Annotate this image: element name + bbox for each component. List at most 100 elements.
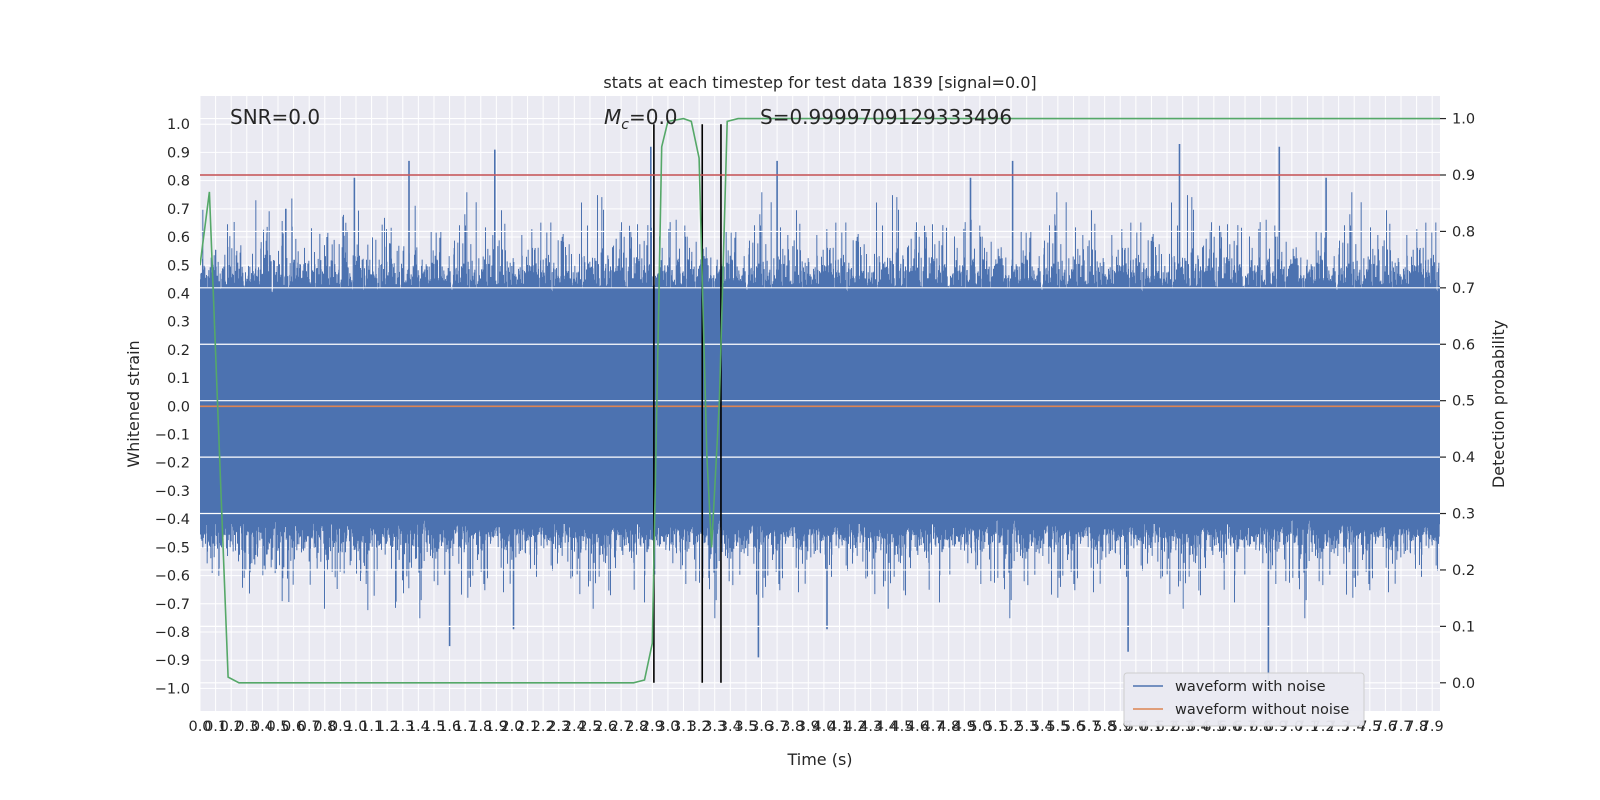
y-tick-label: 0.1 — [167, 371, 190, 387]
x-tick-label: 2.1 — [516, 719, 539, 735]
x-tick-label: 3.1 — [672, 719, 695, 735]
x-tick-label: 4.2 — [844, 719, 867, 735]
chart-title: stats at each timestep for test data 183… — [603, 73, 1036, 92]
y2-tick-label: 1.0 — [1452, 112, 1475, 128]
x-tick-label: 0.2 — [220, 719, 243, 735]
x-tick-label: 0.5 — [266, 719, 289, 735]
y-tick-label: −0.7 — [155, 597, 190, 613]
x-tick-label: 3.9 — [797, 719, 820, 735]
x-tick-label: 2.2 — [532, 719, 555, 735]
x-tick-label: 4.9 — [953, 719, 976, 735]
x-tick-label: 3.0 — [656, 719, 679, 735]
y-tick-label: 0.6 — [167, 230, 190, 246]
y2-tick-label: 0.2 — [1452, 563, 1475, 579]
annotation-s: S=0.9999709129333496 — [760, 105, 1012, 129]
x-tick-label: 5.8 — [1093, 719, 1116, 735]
x-tick-label: 1.0 — [344, 719, 367, 735]
y-axis-ticks: −1.0 −0.9 −0.8 −0.7 −0.6 −0.5 −0.4 −0.3 −0.2 −0.1… — [155, 117, 190, 697]
legend-label-noisy: waveform with noise — [1175, 679, 1326, 695]
y-tick-label: 0.4 — [167, 286, 190, 302]
y-tick-label: 0.0 — [167, 399, 190, 415]
x-tick-label: 4.8 — [937, 719, 960, 735]
x-tick-label: 1.5 — [422, 719, 445, 735]
x-tick-label: 2.6 — [594, 719, 617, 735]
y-axis-label: Whitened strain — [124, 340, 143, 467]
y-tick-label: 0.3 — [167, 315, 190, 331]
x-tick-label: 4.4 — [875, 719, 898, 735]
y2-tick-label: 0.8 — [1452, 224, 1475, 240]
y2-tick-label: 0.6 — [1452, 337, 1475, 353]
x-tick-label: 2.9 — [641, 719, 664, 735]
x-tick-label: 1.6 — [438, 719, 461, 735]
annotation-mc-value: =0.0 — [629, 105, 678, 129]
legend: waveform with noise waveform without noi… — [1123, 672, 1365, 727]
x-tick-label: 0.9 — [329, 719, 352, 735]
x-tick-label: 4.7 — [922, 719, 945, 735]
y-tick-label: −0.3 — [155, 484, 190, 500]
x-tick-label: 0.3 — [235, 719, 258, 735]
x-tick-label: 5.2 — [1000, 719, 1023, 735]
x-tick-label: 7.7 — [1389, 719, 1412, 735]
x-tick-label: 0.0 — [188, 719, 211, 735]
series-waveform-spikes — [285, 144, 1327, 680]
x-tick-label: 5.1 — [984, 719, 1007, 735]
y-tick-label: −1.0 — [155, 681, 190, 697]
x-tick-label: 5.7 — [1078, 719, 1101, 735]
x-tick-label: 0.7 — [298, 719, 321, 735]
legend-label-clean: waveform without noise — [1175, 702, 1349, 718]
y-tick-label: 1.0 — [167, 117, 190, 133]
x-tick-label: 2.3 — [547, 719, 570, 735]
annotation-snr: SNR=0.0 — [230, 105, 320, 129]
x-tick-label: 2.0 — [500, 719, 523, 735]
y2-tick-label: 0.1 — [1452, 619, 1475, 635]
x-tick-label: 3.4 — [719, 719, 742, 735]
x-tick-label: 1.7 — [454, 719, 477, 735]
y-tick-label: 0.9 — [167, 145, 190, 161]
x-tick-label: 5.6 — [1062, 719, 1085, 735]
y-tick-label: −0.8 — [155, 625, 190, 641]
y-tick-label: −0.4 — [155, 512, 190, 528]
y-tick-label: −0.6 — [155, 569, 190, 585]
y-tick-label: −0.1 — [155, 428, 190, 444]
x-tick-label: 3.8 — [781, 719, 804, 735]
x-tick-label: 5.4 — [1031, 719, 1054, 735]
x-tick-label: 3.5 — [734, 719, 757, 735]
x-tick-label: 1.2 — [376, 719, 399, 735]
x-tick-label: 2.7 — [610, 719, 633, 735]
x-tick-label: 1.3 — [391, 719, 414, 735]
x-tick-label: 1.4 — [407, 719, 430, 735]
x-tick-label: 0.4 — [251, 719, 274, 735]
x-tick-label: 1.1 — [360, 719, 383, 735]
x-tick-label: 3.3 — [703, 719, 726, 735]
annotation-mc-symbol: M — [604, 105, 621, 129]
y2-tick-label: 0.9 — [1452, 168, 1475, 184]
x-tick-label: 2.4 — [563, 719, 586, 735]
series-detection-probability — [200, 117, 1440, 684]
x-tick-label: 7.8 — [1405, 719, 1428, 735]
y-tick-label: 0.8 — [167, 174, 190, 190]
legend-box — [1123, 672, 1365, 727]
y2-tick-label: 0.5 — [1452, 394, 1475, 410]
x-tick-label: 5.5 — [1046, 719, 1069, 735]
y2-tick-label: 0.4 — [1452, 450, 1475, 466]
x-tick-label: 0.1 — [204, 719, 227, 735]
y2-tick-label: 0.3 — [1452, 507, 1475, 523]
x-tick-label: 2.8 — [625, 719, 648, 735]
x-tick-label: 5.3 — [1015, 719, 1038, 735]
x-tick-label: 2.5 — [578, 719, 601, 735]
x-tick-label: 5.0 — [968, 719, 991, 735]
x-tick-label: 4.1 — [828, 719, 851, 735]
x-tick-label: 3.7 — [766, 719, 789, 735]
x-tick-label: 1.8 — [469, 719, 492, 735]
x-tick-label: 4.3 — [859, 719, 882, 735]
x-tick-label: 1.9 — [485, 719, 508, 735]
y-tick-label: −0.2 — [155, 456, 190, 472]
y-tick-label: 0.5 — [167, 258, 190, 274]
y-tick-label: 0.2 — [167, 343, 190, 359]
x-tick-label: 3.6 — [750, 719, 773, 735]
x-tick-label: 3.2 — [688, 719, 711, 735]
y2-tick-label: 0.0 — [1452, 676, 1475, 692]
x-tick-label: 4.0 — [812, 719, 835, 735]
x-tick-label: 0.8 — [313, 719, 336, 735]
